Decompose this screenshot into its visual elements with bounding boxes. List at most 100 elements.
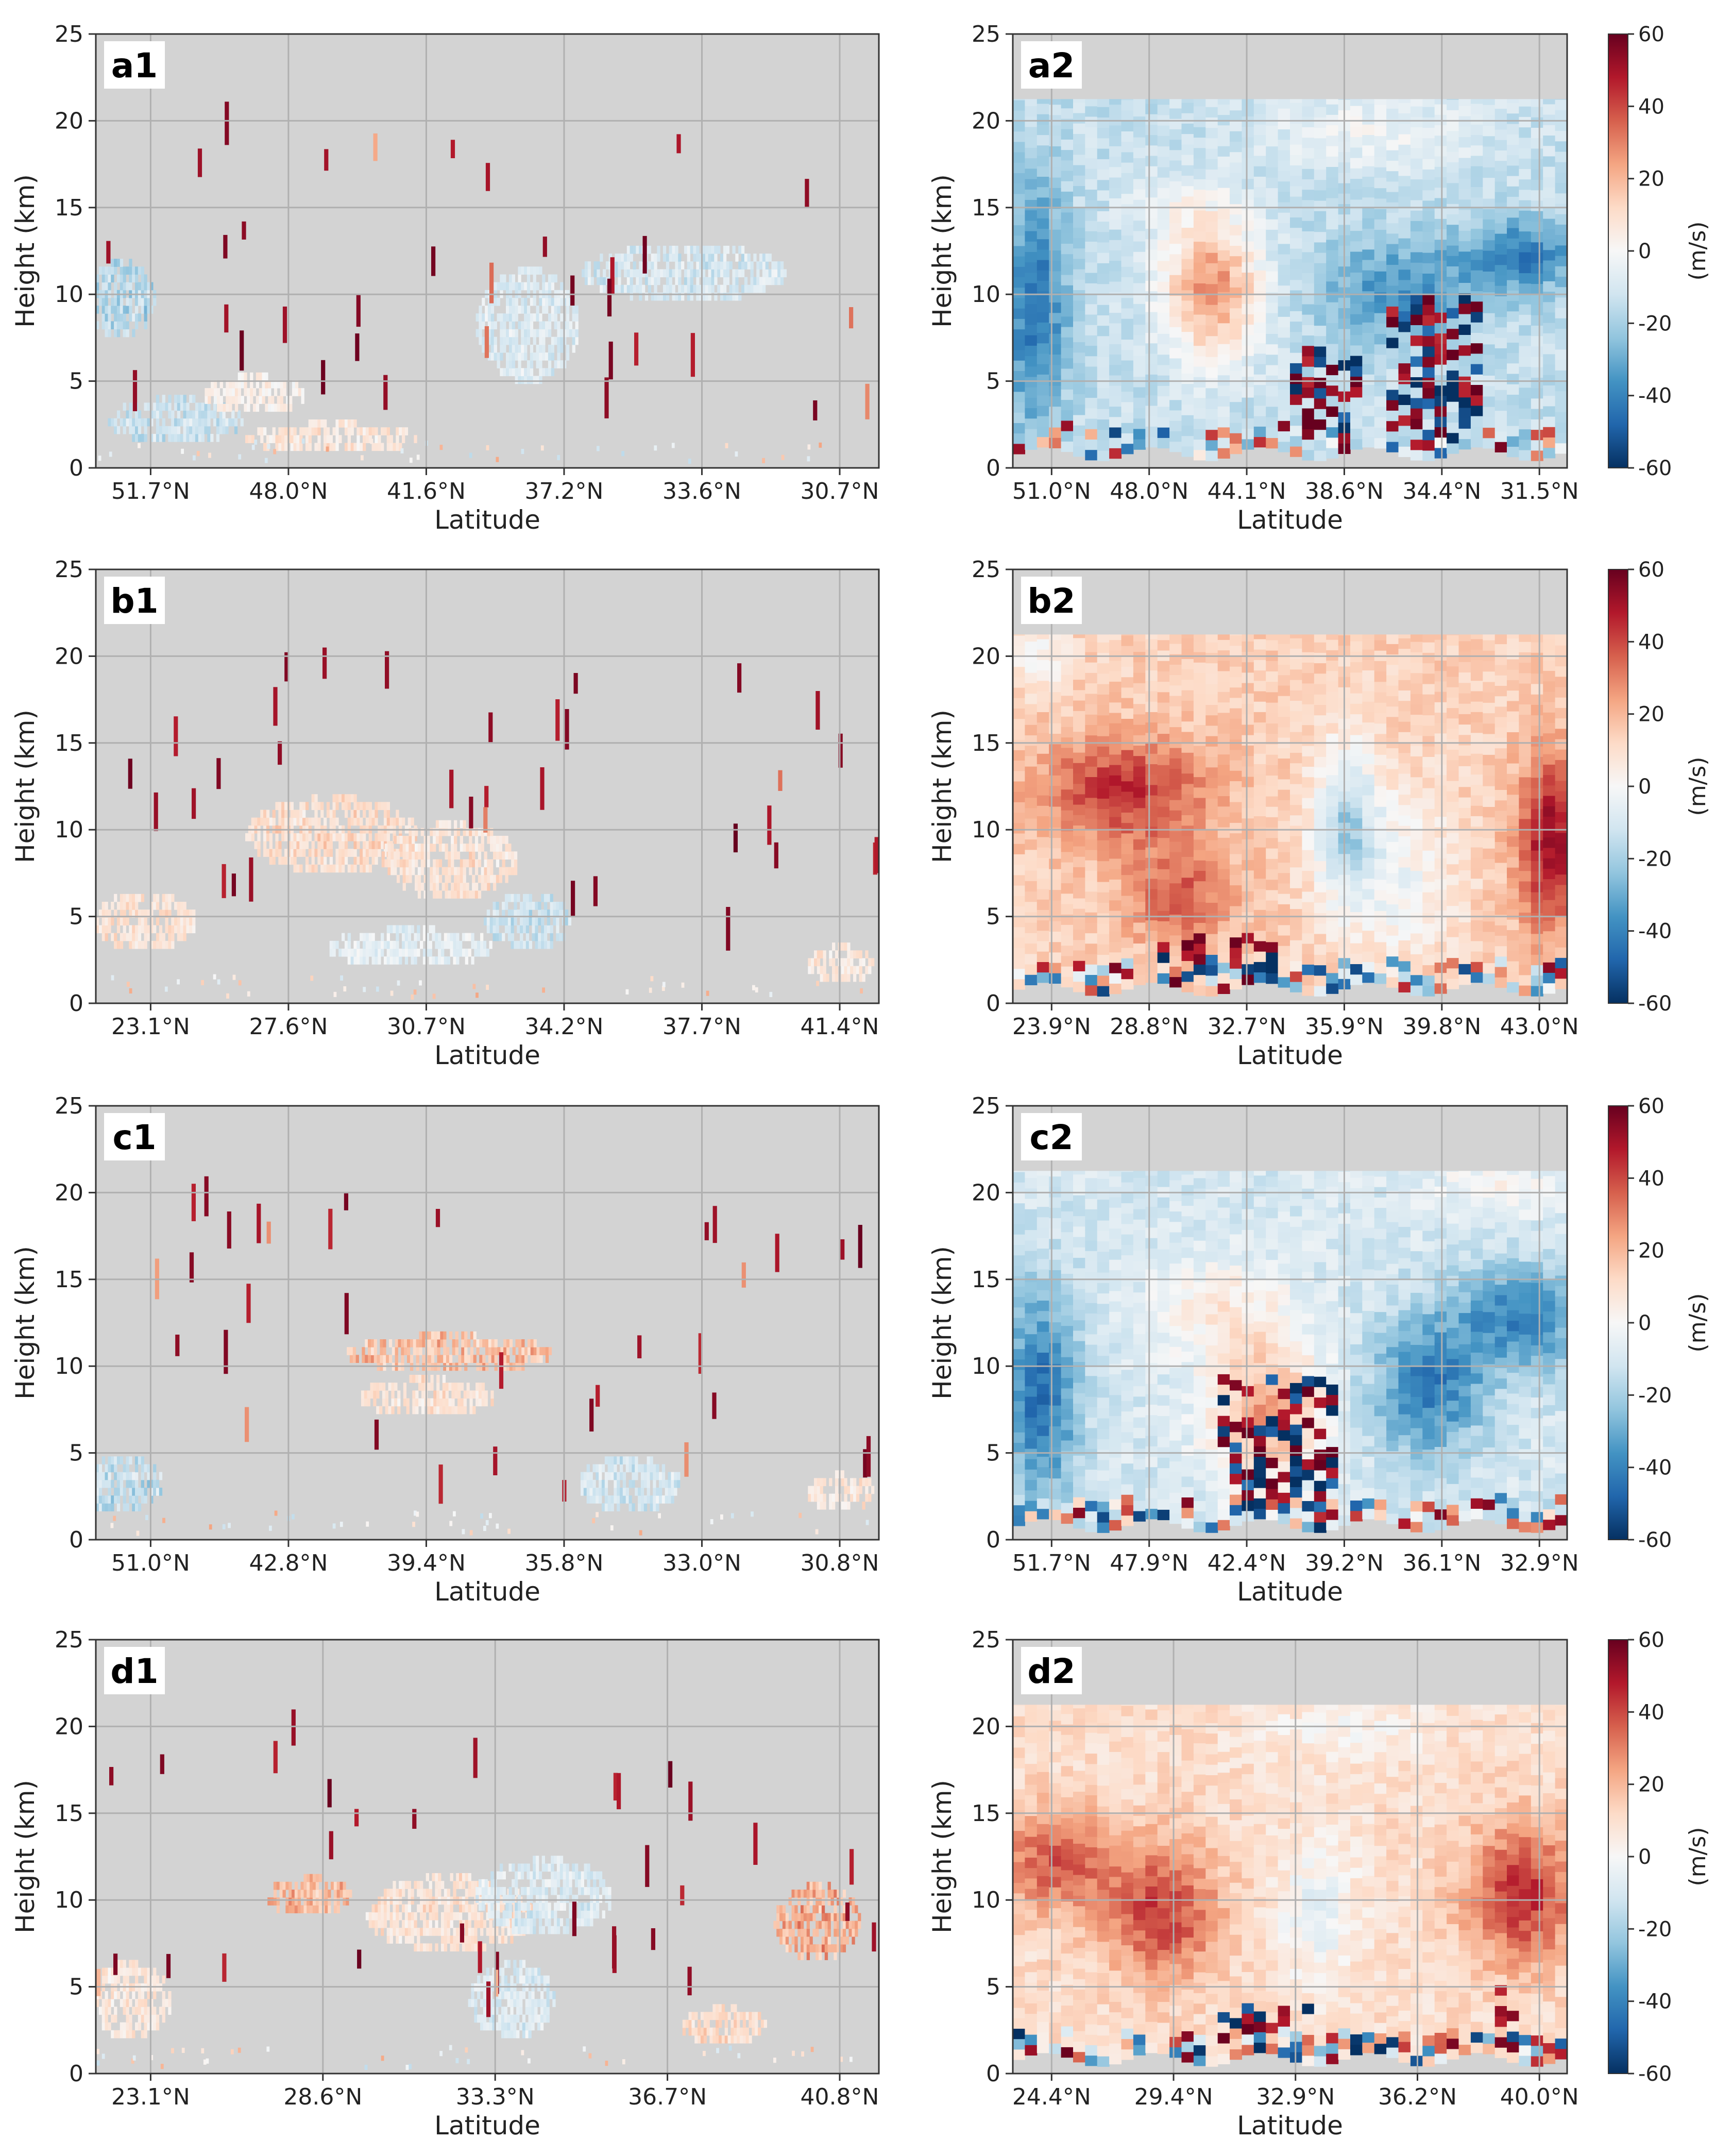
heatmap-cell xyxy=(1447,193,1459,204)
heatmap-cell xyxy=(299,802,303,810)
heatmap-cell xyxy=(1133,953,1146,965)
heatmap-cell xyxy=(1314,409,1327,419)
heatmap-cell xyxy=(1097,419,1110,430)
heatmap-cell xyxy=(342,794,345,802)
heatmap-cell xyxy=(630,284,633,293)
heatmap-cell xyxy=(1097,429,1110,441)
heatmap-cell xyxy=(1422,169,1435,180)
heatmap-cell xyxy=(1049,271,1062,282)
heatmap-cell xyxy=(1302,964,1315,975)
heatmap-cell xyxy=(1314,294,1327,305)
heatmap-cell xyxy=(363,802,366,810)
heatmap-cell xyxy=(1253,239,1266,250)
heatmap-cell xyxy=(753,254,757,262)
heatmap-cell xyxy=(811,966,814,974)
heatmap-cell xyxy=(222,410,226,419)
heatmap-cell xyxy=(1205,954,1218,966)
heatmap-cell xyxy=(147,909,150,918)
heatmap-cell xyxy=(356,817,360,826)
heatmap-cell xyxy=(1073,227,1085,238)
heatmap-cell xyxy=(1025,849,1038,861)
heatmap-cell xyxy=(482,344,485,353)
heatmap-cell xyxy=(535,933,538,941)
heatmap-cell xyxy=(750,284,754,293)
heatmap-cell xyxy=(1266,250,1279,261)
heatmap-cell xyxy=(1013,948,1025,958)
heatmap-cell xyxy=(1013,927,1025,938)
heatmap-cell xyxy=(159,410,163,419)
heatmap-cell xyxy=(1181,721,1194,732)
heatmap-cell xyxy=(1422,294,1435,305)
heatmap-cell xyxy=(1507,228,1519,239)
heatmap-cell xyxy=(1193,985,1206,996)
heatmap-cell xyxy=(735,269,739,278)
heatmap-cell xyxy=(505,844,508,852)
heatmap-cell xyxy=(311,794,315,802)
heatmap-cell xyxy=(1253,951,1266,962)
heatmap-cell xyxy=(1278,441,1290,452)
heatmap-cell xyxy=(542,297,546,306)
heatmap-cell xyxy=(347,948,351,957)
heatmap-cell xyxy=(639,269,642,278)
heatmap-cell xyxy=(1410,147,1423,159)
heatmap-cell xyxy=(1205,398,1218,409)
heatmap-cell xyxy=(347,427,351,435)
heatmap-cell xyxy=(1242,881,1254,891)
heatmap-cell xyxy=(859,973,862,982)
heatmap-cell xyxy=(1109,364,1122,376)
heatmap-cell xyxy=(1109,385,1122,396)
heatmap-cell xyxy=(171,925,175,934)
heatmap-cell xyxy=(508,329,513,338)
heatmap-cell xyxy=(1097,798,1110,810)
heatmap-cell xyxy=(1314,99,1327,107)
heatmap-cell xyxy=(483,940,487,949)
heatmap-cell xyxy=(1350,408,1363,418)
heatmap-cell xyxy=(1109,354,1122,365)
heatmap-cell xyxy=(1037,712,1049,723)
heatmap-cell xyxy=(1494,285,1507,296)
heatmap-cell xyxy=(177,902,181,910)
heatmap-cell xyxy=(411,817,414,826)
heatmap-cell xyxy=(114,418,117,427)
heatmap-cell xyxy=(1133,408,1146,419)
heatmap-cell xyxy=(1025,787,1038,798)
heatmap-cell xyxy=(1326,239,1339,250)
heatmap-cell xyxy=(1507,99,1519,104)
heatmap-cell xyxy=(427,859,430,868)
heatmap-cell xyxy=(1470,145,1483,156)
heatmap-cell xyxy=(216,388,220,396)
heatmap-cell xyxy=(506,329,509,338)
heatmap-cell xyxy=(363,810,366,818)
heatmap-cell xyxy=(1266,208,1279,220)
heatmap-cell xyxy=(1253,774,1266,785)
heatmap-cell xyxy=(1217,879,1230,890)
colorbar-gradient xyxy=(1608,33,1628,468)
heatmap-cell xyxy=(1037,114,1049,125)
heatmap-cell xyxy=(1181,877,1194,888)
heatmap-cell xyxy=(1169,295,1182,307)
heatmap-cell xyxy=(1133,262,1146,273)
heatmap-cell xyxy=(383,849,387,857)
heatmap-cell xyxy=(1037,176,1049,188)
heatmap-cell xyxy=(1458,439,1471,450)
heatmap-cell xyxy=(1037,332,1049,344)
heatmap-cell xyxy=(429,948,432,957)
heatmap-cell xyxy=(526,321,531,330)
heatmap-cell xyxy=(1157,344,1170,355)
heatmap-cell xyxy=(156,402,160,411)
heatmap-cell xyxy=(1073,887,1085,899)
heatmap-cell xyxy=(1025,703,1038,715)
heatmap-cell xyxy=(249,857,253,902)
heatmap-cell xyxy=(1193,818,1206,830)
heatmap-cell xyxy=(539,360,542,368)
heatmap-cell xyxy=(732,284,736,293)
heatmap-cell xyxy=(1242,272,1254,283)
heatmap-cell xyxy=(1242,230,1254,242)
heatmap-cell xyxy=(1205,829,1218,840)
heatmap-cell xyxy=(1290,930,1302,940)
heatmap-cell xyxy=(1205,756,1218,768)
heatmap-cell xyxy=(1326,385,1339,396)
heatmap-cell xyxy=(1422,440,1435,451)
heatmap-cell xyxy=(1157,889,1170,901)
heatmap-cell xyxy=(696,261,700,270)
